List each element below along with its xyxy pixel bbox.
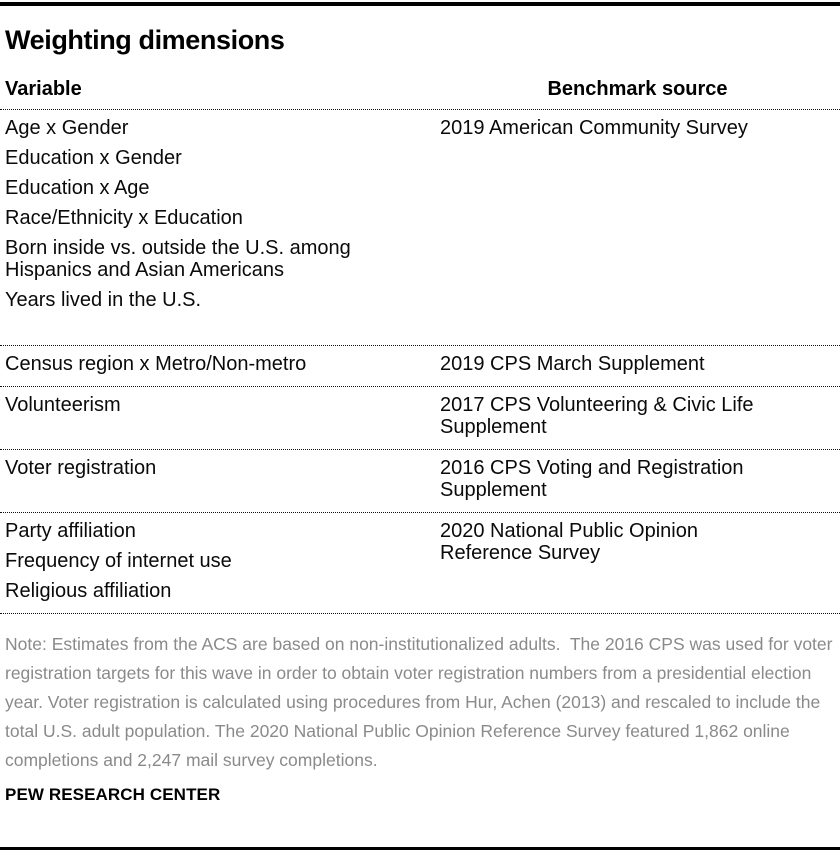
variable-cell-group: Volunteerism: [0, 394, 440, 438]
benchmark-cell: 2020 National Public Opinion Reference S…: [440, 520, 840, 602]
variable-cell-group: Party affiliation Frequency of internet …: [0, 520, 440, 602]
column-header-variable: Variable: [5, 78, 82, 100]
variable-item: Census region x Metro/Non-metro: [5, 353, 307, 375]
variable-item: Education x Gender: [5, 147, 182, 169]
table-row-party-affiliation: Party affiliation Frequency of internet …: [0, 513, 840, 614]
table-row-demographics: Age x Gender Education x Gender Educatio…: [0, 110, 840, 346]
variable-item: Frequency of internet use: [5, 550, 232, 572]
table-row-census-region: Census region x Metro/Non-metro 2019 CPS…: [0, 346, 840, 387]
benchmark-cell: 2017 CPS Volunteering & Civic Life Suppl…: [440, 394, 840, 438]
variable-cell-group: Voter registration: [0, 457, 440, 501]
benchmark-cell: 2019 American Community Survey: [440, 117, 840, 311]
weighting-table: Variable Benchmark source Age x Gender E…: [0, 78, 840, 614]
benchmark-source-text: 2020 National Public Opinion Reference S…: [440, 520, 698, 564]
benchmark-cell: 2016 CPS Voting and Registration Supplem…: [440, 457, 840, 501]
benchmark-cell: 2019 CPS March Supplement: [440, 353, 840, 375]
top-rule: [0, 2, 840, 6]
table-row-voter-registration: Voter registration 2016 CPS Voting and R…: [0, 450, 840, 513]
variable-item: Age x Gender: [5, 117, 129, 139]
column-header-benchmark-source: Benchmark source: [547, 78, 728, 100]
benchmark-source-text: 2019 American Community Survey: [440, 117, 748, 139]
variable-item: Born inside vs. outside the U.S. among H…: [5, 237, 351, 281]
variable-item: Education x Age: [5, 177, 150, 199]
page-title: Weighting dimensions: [5, 25, 285, 55]
variable-cell-group: Census region x Metro/Non-metro: [0, 353, 440, 375]
variable-item: Race/Ethnicity x Education: [5, 207, 243, 229]
variable-item: Religious affiliation: [5, 580, 172, 602]
variable-cell-group: Age x Gender Education x Gender Educatio…: [0, 117, 440, 311]
benchmark-source-text: 2017 CPS Volunteering & Civic Life Suppl…: [440, 394, 754, 438]
source-label: PEW RESEARCH CENTER: [5, 785, 221, 804]
table-header-row: Variable Benchmark source: [0, 78, 840, 110]
benchmark-source-text: 2019 CPS March Supplement: [440, 353, 705, 375]
variable-item: Voter registration: [5, 457, 157, 479]
note-text: Note: Estimates from the ACS are based o…: [5, 634, 838, 770]
variable-item: Volunteerism: [5, 394, 121, 416]
bottom-rule: [0, 847, 840, 850]
variable-item: Party affiliation: [5, 520, 136, 542]
table-row-volunteerism: Volunteerism 2017 CPS Volunteering & Civ…: [0, 387, 840, 450]
variable-item: Years lived in the U.S.: [5, 289, 202, 311]
benchmark-source-text: 2016 CPS Voting and Registration Supplem…: [440, 457, 744, 501]
